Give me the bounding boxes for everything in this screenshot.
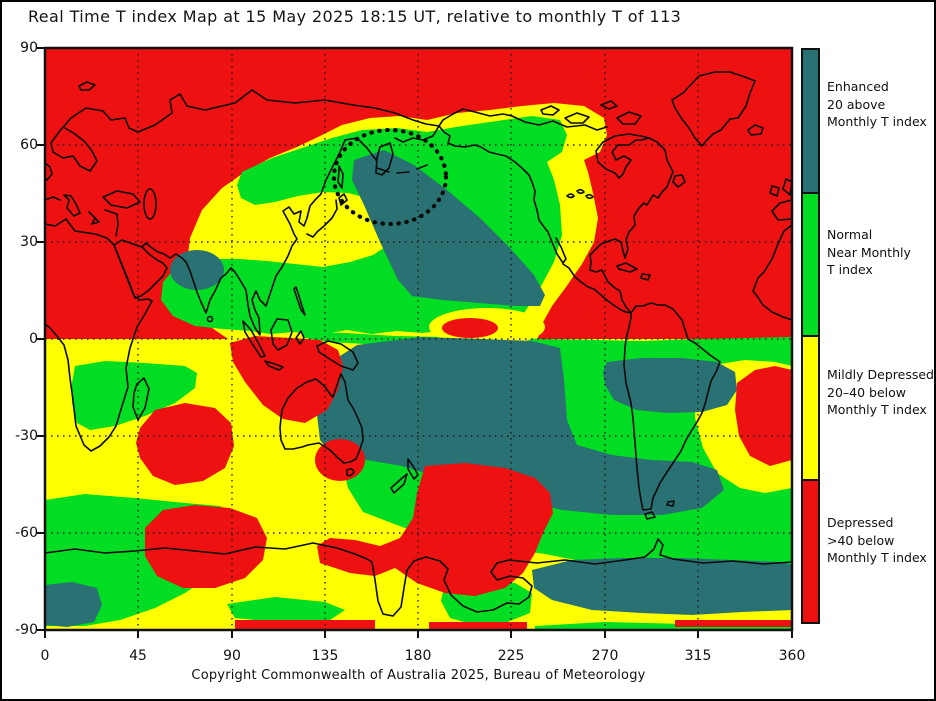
lat-tick-label: 30 xyxy=(20,234,38,250)
legend-line: Enhanced xyxy=(827,79,889,94)
lon-tick-label: 360 xyxy=(778,648,806,664)
colorbar-segment-mildly xyxy=(801,335,820,481)
legend-line: Monthly T index xyxy=(827,550,927,565)
coastline-layer xyxy=(44,71,793,617)
lon-tick-label: 45 xyxy=(129,648,147,664)
legend-normal: Normal Near Monthly T index xyxy=(827,226,934,279)
lon-tick-label: 0 xyxy=(40,648,50,664)
legend-line: 20–40 below xyxy=(827,384,907,400)
highlight-ellipse-annotation xyxy=(331,127,449,227)
legend-line: 20 above xyxy=(827,96,886,112)
legend-line: T index xyxy=(827,262,873,277)
legend-line: Mildly Depressed xyxy=(827,367,934,382)
lon-tick-label: 90 xyxy=(223,648,241,664)
lat-tick-label: 90 xyxy=(20,40,38,56)
page-title: Real Time T index Map at 15 May 2025 18:… xyxy=(28,7,682,26)
legend-line: Monthly T index xyxy=(827,114,927,129)
lon-tick-label: 180 xyxy=(404,648,432,664)
lat-tick-label: -60 xyxy=(15,525,38,541)
legend-depressed: Depressed >40 below Monthly T index xyxy=(827,514,934,567)
copyright-text: Copyright Commonwealth of Australia 2025… xyxy=(191,668,646,683)
lon-tick-label: 135 xyxy=(311,648,339,664)
lat-tick-label: -30 xyxy=(15,428,38,444)
legend-line: >40 below xyxy=(827,532,895,548)
colorbar-segment-depressed xyxy=(801,478,820,624)
colorbar xyxy=(801,48,820,624)
grid-layer xyxy=(45,48,792,630)
lon-tick-label: 270 xyxy=(591,648,619,664)
lon-tick-label: 315 xyxy=(684,648,712,664)
lat-tick-label: 60 xyxy=(20,137,38,153)
lat-tick-label: 0 xyxy=(29,331,38,347)
legend-mildly-depressed: Mildly Depressed 20–40 below Monthly T i… xyxy=(827,366,934,419)
legend-line: Near Monthly xyxy=(827,244,911,260)
legend-line: Normal xyxy=(827,227,873,242)
legend-line: Monthly T index xyxy=(827,402,927,417)
legend-line: Depressed xyxy=(827,515,894,530)
lon-tick-label: 225 xyxy=(497,648,525,664)
colorbar-segment-enhanced xyxy=(801,48,820,194)
legend-enhanced: Enhanced 20 above Monthly T index xyxy=(827,78,934,131)
lat-tick-label: -90 xyxy=(15,622,38,638)
map-region-layer xyxy=(45,48,792,630)
t-index-map-canvas xyxy=(37,46,794,638)
axis-ticks xyxy=(37,47,793,638)
colorbar-segment-normal xyxy=(801,191,820,337)
